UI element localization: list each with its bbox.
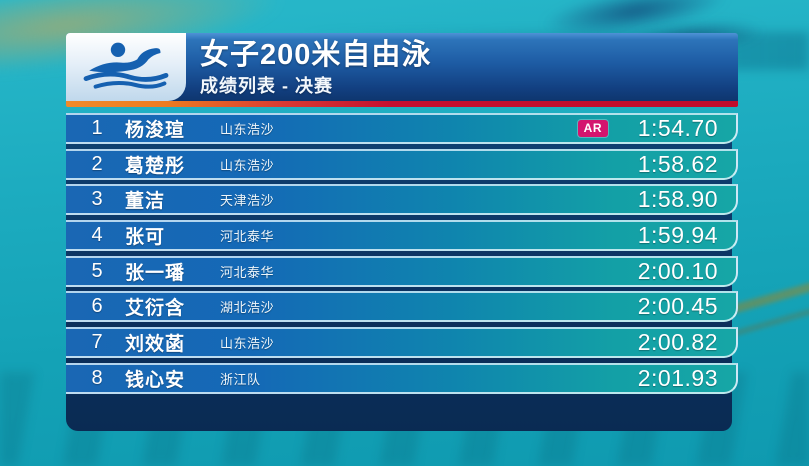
result-time: 2:00.10 [637, 257, 718, 284]
result-row-1: 1 杨浚瑄 山东浩沙 AR 1:54.70 [66, 113, 738, 144]
results-list: 1 杨浚瑄 山东浩沙 AR 1:54.70 2 葛楚彤 山东浩沙 1:58.62… [66, 113, 738, 394]
result-row-6: 6 艾衍含 湖北浩沙 2:00.45 [66, 291, 738, 323]
rank: 8 [91, 366, 103, 389]
athlete-name: 钱心安 [125, 369, 186, 391]
event-subtitle: 成绩列表 - 决赛 [200, 76, 333, 96]
rank: 7 [91, 331, 103, 354]
team-name: 河北泰华 [220, 229, 275, 245]
athlete-name: 董洁 [125, 191, 166, 213]
result-row-4: 4 张可 河北泰华 1:59.94 [66, 220, 738, 252]
team-name: 山东浩沙 [220, 336, 275, 352]
result-time: 2:00.45 [637, 293, 718, 320]
result-row-7: 7 刘效菡 山东浩沙 2:00.82 [66, 327, 738, 359]
header-text: 女子200米自由泳 成绩列表 - 决赛 [200, 37, 728, 97]
team-name: 山东浩沙 [220, 122, 275, 137]
athlete-name: 张可 [125, 227, 166, 249]
result-time: 2:00.82 [637, 329, 718, 356]
result-row-5: 5 张一璠 河北泰华 2:00.10 [66, 255, 738, 287]
event-icon-box [66, 33, 186, 101]
team-name: 河北泰华 [220, 264, 275, 280]
results-header: 女子200米自由泳 成绩列表 - 决赛 [66, 33, 738, 107]
result-time: 1:58.62 [637, 150, 718, 177]
result-time: 1:58.90 [637, 186, 718, 213]
rank: 2 [91, 152, 103, 175]
result-time: 1:59.94 [637, 222, 718, 249]
athlete-name: 刘效菡 [125, 334, 186, 356]
rank: 4 [91, 224, 103, 247]
result-row-3: 3 董洁 天津浩沙 1:58.90 [66, 184, 738, 216]
athlete-name: 葛楚彤 [125, 155, 186, 177]
team-name: 浙江队 [220, 371, 261, 387]
rank: 1 [91, 117, 103, 139]
team-name: 天津浩沙 [220, 193, 275, 209]
rank: 6 [91, 295, 103, 318]
team-name: 山东浩沙 [220, 157, 275, 173]
result-row-8: 8 钱心安 浙江队 2:01.93 [66, 362, 738, 394]
record-badge: AR [577, 120, 608, 137]
result-time: 2:01.93 [637, 364, 718, 391]
athlete-name: 杨浚瑄 [125, 120, 186, 141]
athlete-name: 张一璠 [125, 262, 186, 284]
result-time: 1:54.70 [637, 115, 718, 141]
result-row-2: 2 葛楚彤 山东浩沙 1:58.62 [66, 148, 738, 180]
team-name: 湖北浩沙 [220, 300, 275, 316]
rank: 5 [91, 259, 103, 282]
event-title: 女子200米自由泳 [200, 39, 432, 71]
swimmer-icon [78, 37, 174, 98]
athlete-name: 艾衍含 [125, 298, 186, 320]
rank: 3 [91, 188, 103, 211]
header-accent-stripe [66, 101, 738, 107]
